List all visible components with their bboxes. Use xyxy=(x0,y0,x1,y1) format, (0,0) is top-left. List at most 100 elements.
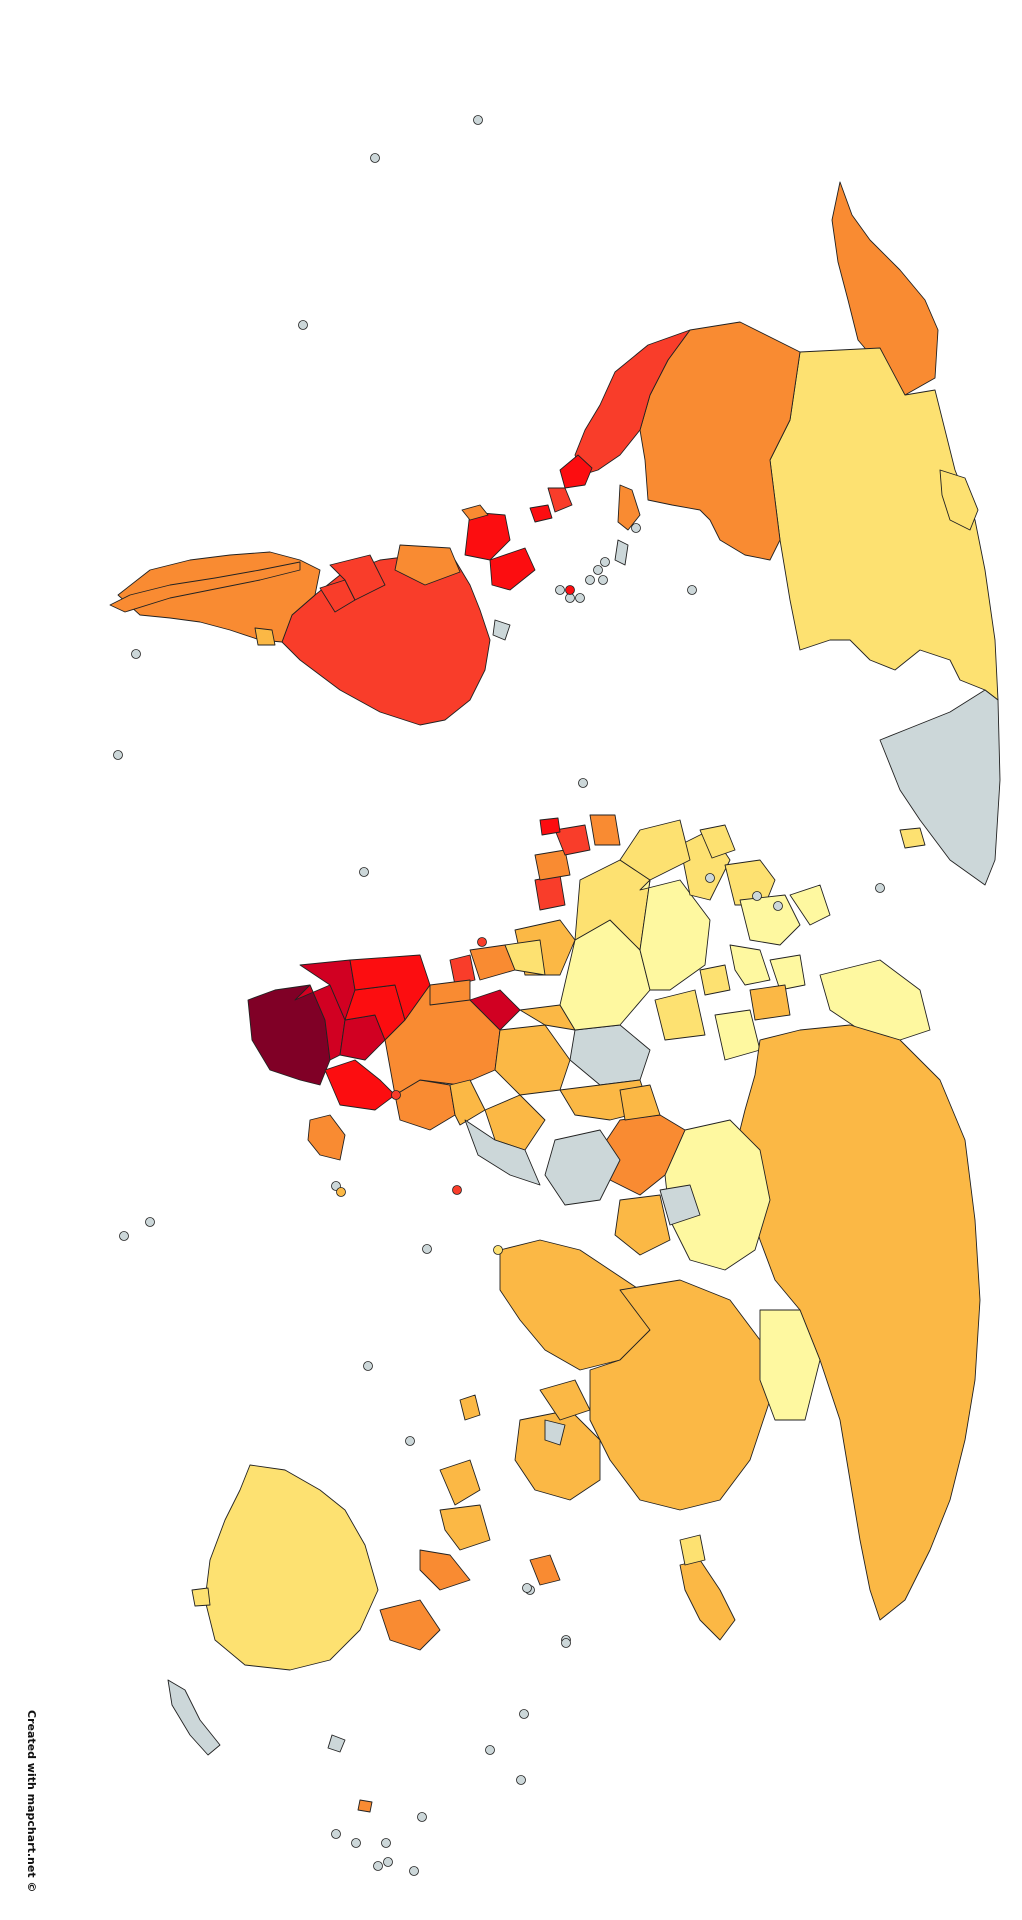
region-australia[interactable] xyxy=(204,1464,379,1671)
island-marker[interactable] xyxy=(331,1829,341,1839)
island-marker[interactable] xyxy=(383,1857,393,1867)
island-marker[interactable] xyxy=(485,1745,495,1755)
region-mexico[interactable] xyxy=(574,329,691,476)
region-honduras[interactable] xyxy=(547,487,573,513)
region-panama[interactable] xyxy=(529,504,553,523)
island-marker[interactable] xyxy=(705,873,715,883)
island-marker[interactable] xyxy=(598,575,608,585)
island-marker[interactable] xyxy=(600,557,610,567)
region-mozambique[interactable] xyxy=(324,1059,396,1111)
island-marker[interactable] xyxy=(519,1709,529,1719)
island-marker[interactable] xyxy=(578,778,588,788)
region-peru[interactable] xyxy=(394,544,461,586)
region-pakistan[interactable] xyxy=(614,1194,671,1256)
region-sri-lanka[interactable] xyxy=(459,1394,481,1421)
region-china[interactable] xyxy=(589,1279,771,1511)
region-pacific-island-b[interactable] xyxy=(357,1799,373,1813)
region-mongolia[interactable] xyxy=(759,1309,821,1421)
region-south-africa[interactable] xyxy=(247,984,331,1086)
region-senegal[interactable] xyxy=(589,814,621,846)
region-ukraine[interactable] xyxy=(714,1009,761,1061)
region-asian-minor-island[interactable] xyxy=(544,1419,566,1446)
region-cote-divoire[interactable] xyxy=(534,849,571,881)
region-ecuador[interactable] xyxy=(461,504,489,521)
island-marker[interactable] xyxy=(370,153,380,163)
region-turkey[interactable] xyxy=(654,989,706,1041)
island-marker[interactable] xyxy=(522,1583,532,1593)
region-philippines[interactable] xyxy=(529,1554,561,1586)
region-kenya[interactable] xyxy=(449,1079,486,1126)
region-uganda[interactable] xyxy=(429,979,471,1006)
region-chile[interactable] xyxy=(109,561,301,613)
island-marker[interactable] xyxy=(113,750,123,760)
island-marker[interactable] xyxy=(131,649,141,659)
island-marker[interactable] xyxy=(298,320,308,330)
region-car[interactable] xyxy=(504,939,546,976)
region-tasmania[interactable] xyxy=(191,1587,211,1607)
region-scandinavia[interactable] xyxy=(819,959,931,1041)
region-afghanistan[interactable] xyxy=(659,1184,701,1226)
region-cuba[interactable] xyxy=(617,484,641,531)
region-japan[interactable] xyxy=(679,1559,736,1641)
island-marker[interactable] xyxy=(752,891,762,901)
island-marker[interactable] xyxy=(593,565,603,575)
region-france[interactable] xyxy=(739,894,801,946)
island-marker[interactable] xyxy=(473,115,483,125)
region-caribbean-island[interactable] xyxy=(614,539,629,566)
island-marker[interactable] xyxy=(687,585,697,595)
island-marker[interactable] xyxy=(773,901,783,911)
region-venezuela[interactable] xyxy=(489,547,536,591)
region-sierra-leone[interactable] xyxy=(539,817,561,836)
island-marker[interactable] xyxy=(452,1185,462,1195)
region-guatemala[interactable] xyxy=(559,454,593,489)
region-madagascar[interactable] xyxy=(307,1114,346,1161)
region-libya[interactable] xyxy=(569,1024,651,1086)
island-marker[interactable] xyxy=(359,867,369,877)
region-poland[interactable] xyxy=(749,984,791,1021)
region-spain[interactable] xyxy=(724,859,776,906)
island-marker[interactable] xyxy=(561,1638,571,1648)
island-marker[interactable] xyxy=(373,1861,383,1871)
region-myanmar[interactable] xyxy=(539,1379,591,1421)
region-ghana[interactable] xyxy=(534,874,566,911)
region-papua[interactable] xyxy=(379,1599,441,1651)
region-iceland[interactable] xyxy=(899,827,926,849)
region-bolivia[interactable] xyxy=(329,554,386,601)
island-marker[interactable] xyxy=(875,883,885,893)
region-guinea[interactable] xyxy=(554,824,591,856)
region-indonesia-islands[interactable] xyxy=(419,1549,471,1591)
island-marker[interactable] xyxy=(381,1838,391,1848)
region-ethiopia[interactable] xyxy=(484,1094,546,1151)
island-marker[interactable] xyxy=(363,1361,373,1371)
island-marker[interactable] xyxy=(631,523,641,533)
island-marker[interactable] xyxy=(422,1244,432,1254)
region-india[interactable] xyxy=(499,1239,651,1371)
region-uk[interactable] xyxy=(789,884,831,926)
island-marker[interactable] xyxy=(351,1838,361,1848)
region-iraq[interactable] xyxy=(619,1084,661,1121)
region-western-sahara[interactable] xyxy=(699,824,736,859)
region-korea[interactable] xyxy=(679,1534,706,1566)
region-greenland[interactable] xyxy=(879,689,1001,886)
region-new-zealand[interactable] xyxy=(167,1679,221,1756)
island-marker[interactable] xyxy=(119,1231,129,1241)
island-marker[interactable] xyxy=(409,1866,419,1876)
island-marker[interactable] xyxy=(565,585,575,595)
region-guyana[interactable] xyxy=(492,619,511,641)
island-marker[interactable] xyxy=(391,1090,401,1100)
region-colombia[interactable] xyxy=(464,511,511,561)
region-saudi-arabia[interactable] xyxy=(544,1129,621,1206)
region-mauritania[interactable] xyxy=(619,819,691,881)
region-arctic-islands[interactable] xyxy=(939,469,979,531)
island-marker[interactable] xyxy=(555,585,565,595)
island-marker[interactable] xyxy=(575,593,585,603)
island-marker[interactable] xyxy=(145,1217,155,1227)
island-marker[interactable] xyxy=(336,1187,346,1197)
region-uruguay[interactable] xyxy=(254,627,276,646)
region-indonesia-borneo[interactable] xyxy=(439,1504,491,1551)
island-marker[interactable] xyxy=(417,1812,427,1822)
region-sudan[interactable] xyxy=(494,1024,571,1096)
region-somalia[interactable] xyxy=(464,1119,541,1186)
region-gabon[interactable] xyxy=(449,954,476,986)
region-indonesia-sumatra[interactable] xyxy=(439,1459,481,1506)
